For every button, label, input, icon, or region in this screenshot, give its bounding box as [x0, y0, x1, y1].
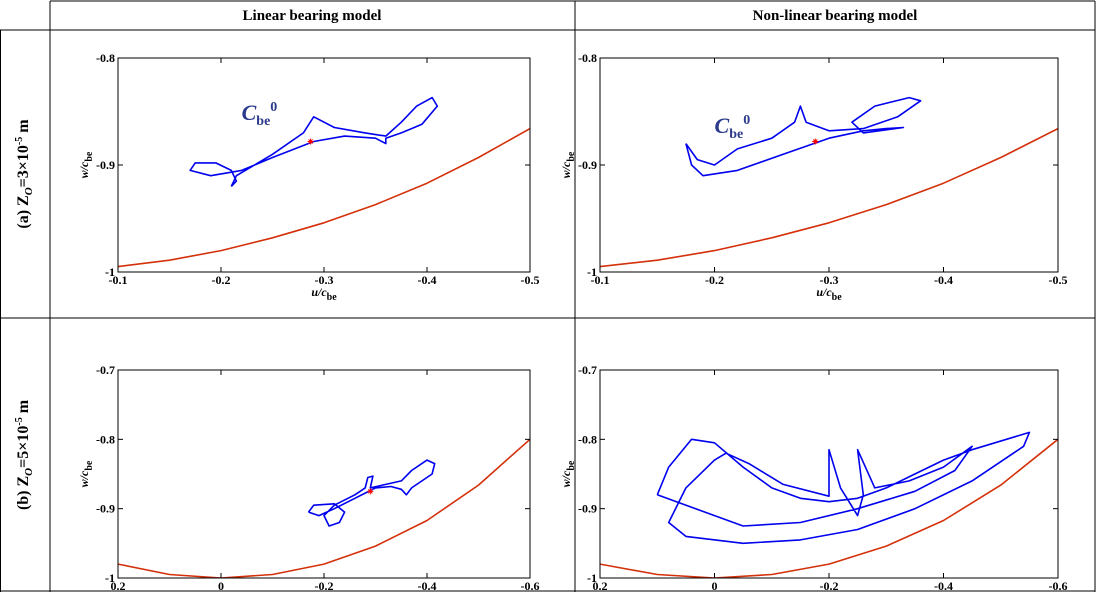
y-axis-label: w/cbe [77, 460, 95, 487]
series-line [118, 438, 530, 578]
annotation: Cbe0 [715, 113, 751, 142]
series-line [685, 96, 922, 177]
y-axis-label-sub: be [84, 151, 95, 162]
plot-area [600, 96, 1058, 268]
x-tick-label: 0.2 [593, 579, 608, 592]
series-line [656, 431, 1031, 545]
y-tick-label: -0.8 [578, 51, 597, 65]
x-tick-label: -0.3 [820, 273, 839, 287]
y-tick-label: -0.9 [578, 502, 597, 516]
y-tick-label: -0.8 [96, 51, 115, 65]
x-tick-label: -0.1 [109, 273, 128, 287]
x-tick-label: -0.4 [934, 273, 953, 287]
y-tick-label: -1 [587, 265, 597, 279]
y-axis-label-sub: be [566, 460, 577, 471]
row-label-part: =3×10 [15, 145, 32, 187]
y-tick-label: -1 [587, 571, 597, 585]
axes-box [599, 57, 1059, 273]
column-header: Linear bearing model [243, 8, 382, 24]
y-axis-label: w/cbe [559, 460, 577, 487]
row-label: (b) ZO=5×10-5 m [14, 399, 35, 510]
marker [307, 138, 314, 145]
y-axis-label-text: w/c [77, 470, 91, 487]
series-line [600, 127, 1058, 268]
axes-box [117, 57, 531, 273]
plot-area [118, 438, 530, 578]
x-tick-label: -0.2 [705, 273, 724, 287]
annotation-main: C [242, 100, 257, 125]
x-tick-label: -0.4 [418, 273, 437, 287]
row-label-part: O [23, 468, 35, 476]
y-tick-label: -0.7 [578, 363, 597, 377]
x-tick-label: -0.4 [934, 579, 953, 592]
x-tick-label: 0.2 [111, 579, 126, 592]
y-axis-label: w/cbe [77, 151, 95, 178]
annotation-sup: 0 [743, 113, 750, 128]
y-tick-label: -1 [105, 265, 115, 279]
y-axis-label-text: w/c [559, 161, 573, 178]
x-axis-label: u/cbe [816, 285, 842, 303]
x-axis-label-sub: be [327, 292, 338, 303]
plot-area [600, 431, 1058, 578]
row-label: (a) ZO=3×10-5 m [14, 119, 35, 229]
x-tick-label: -0.2 [315, 579, 334, 592]
series-line [189, 96, 439, 187]
y-axis-label-text: w/c [77, 161, 91, 178]
y-axis-label-sub: be [84, 460, 95, 471]
y-tick-label: -1 [105, 571, 115, 585]
annotation-sub: be [729, 127, 743, 142]
y-axis-label-sub: be [566, 151, 577, 162]
y-tick-label: -0.9 [96, 502, 115, 516]
marker [812, 138, 819, 145]
y-tick-label: -0.8 [96, 432, 115, 446]
marker [367, 488, 374, 495]
x-axis-label-text: u/c [816, 285, 832, 299]
row-label-part: m [15, 119, 32, 137]
annotation-sub: be [256, 114, 270, 129]
y-tick-label: -0.7 [96, 363, 115, 377]
annotation: Cbe0 [242, 100, 278, 129]
y-axis-label-text: w/c [559, 470, 573, 487]
x-tick-label: -0.5 [1049, 273, 1068, 287]
annotation-sup: 0 [270, 100, 277, 115]
x-tick-label: -0.3 [315, 273, 334, 287]
row-label-part: m [15, 399, 32, 417]
x-axis-label-text: u/c [311, 285, 327, 299]
column-header: Non-linear bearing model [753, 8, 918, 24]
y-tick-label: -0.8 [578, 432, 597, 446]
y-axis-label: w/cbe [559, 151, 577, 178]
annotation-main: C [715, 113, 730, 138]
x-tick-label: -0.5 [521, 273, 540, 287]
axes-box [117, 369, 531, 579]
x-tick-label: -0.1 [591, 273, 610, 287]
x-tick-label: 0 [218, 579, 224, 592]
x-axis-label: u/cbe [311, 285, 337, 303]
plot-area [118, 96, 530, 268]
y-tick-label: -0.9 [96, 158, 115, 172]
x-tick-label: -0.4 [418, 579, 437, 592]
x-tick-label: 0 [712, 579, 718, 592]
series-line [118, 127, 530, 268]
row-label-part: O [23, 187, 35, 195]
x-axis-label-sub: be [832, 292, 843, 303]
row-label-part: -5 [14, 417, 25, 425]
series-line [600, 438, 1058, 578]
row-label-part: (a) Z [15, 195, 32, 228]
y-tick-label: -0.9 [578, 158, 597, 172]
row-label-part: =5×10 [15, 426, 32, 468]
series-line [307, 459, 436, 527]
x-tick-label: -0.6 [1049, 579, 1068, 592]
x-tick-label: -0.2 [212, 273, 231, 287]
row-label-part: (b) Z [15, 476, 32, 510]
x-tick-label: -0.6 [521, 579, 540, 592]
x-tick-label: -0.2 [820, 579, 839, 592]
row-label-part: -5 [14, 137, 25, 145]
